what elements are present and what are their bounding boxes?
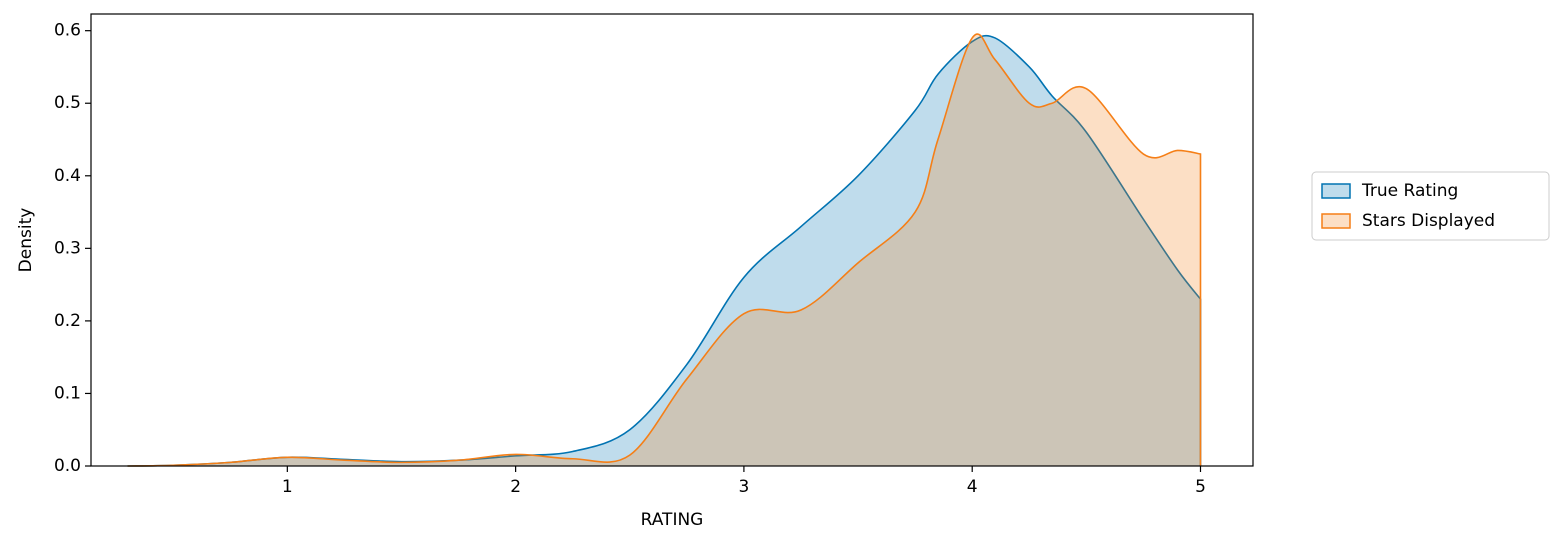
x-tick-label: 3 bbox=[738, 477, 749, 497]
y-tick-label: 0.4 bbox=[54, 166, 81, 186]
x-tick-label: 5 bbox=[1195, 477, 1206, 497]
density-area bbox=[127, 34, 1201, 466]
legend-box bbox=[1311, 171, 1550, 241]
density-line bbox=[127, 33, 1202, 467]
y-tick-label: 0.0 bbox=[54, 456, 81, 476]
y-tick-label: 0.6 bbox=[54, 21, 81, 41]
x-tick-label: 2 bbox=[510, 477, 521, 497]
y-tick-label: 0.2 bbox=[54, 311, 81, 331]
legend-swatch bbox=[1321, 213, 1351, 229]
legend-label: Stars Displayed bbox=[1362, 211, 1495, 231]
x-tick-label: 1 bbox=[282, 477, 293, 497]
x-tick-label: 4 bbox=[967, 477, 978, 497]
x-axis-label: RATING bbox=[641, 510, 704, 530]
y-tick-label: 0.1 bbox=[54, 383, 81, 403]
legend-label: True Rating bbox=[1361, 181, 1458, 201]
plot-frame bbox=[90, 13, 1254, 467]
y-axis-label: Density bbox=[16, 208, 36, 273]
legend-swatch bbox=[1321, 183, 1351, 199]
y-tick-label: 0.3 bbox=[54, 238, 81, 258]
y-tick-label: 0.5 bbox=[54, 93, 81, 113]
density-area bbox=[127, 35, 1201, 466]
